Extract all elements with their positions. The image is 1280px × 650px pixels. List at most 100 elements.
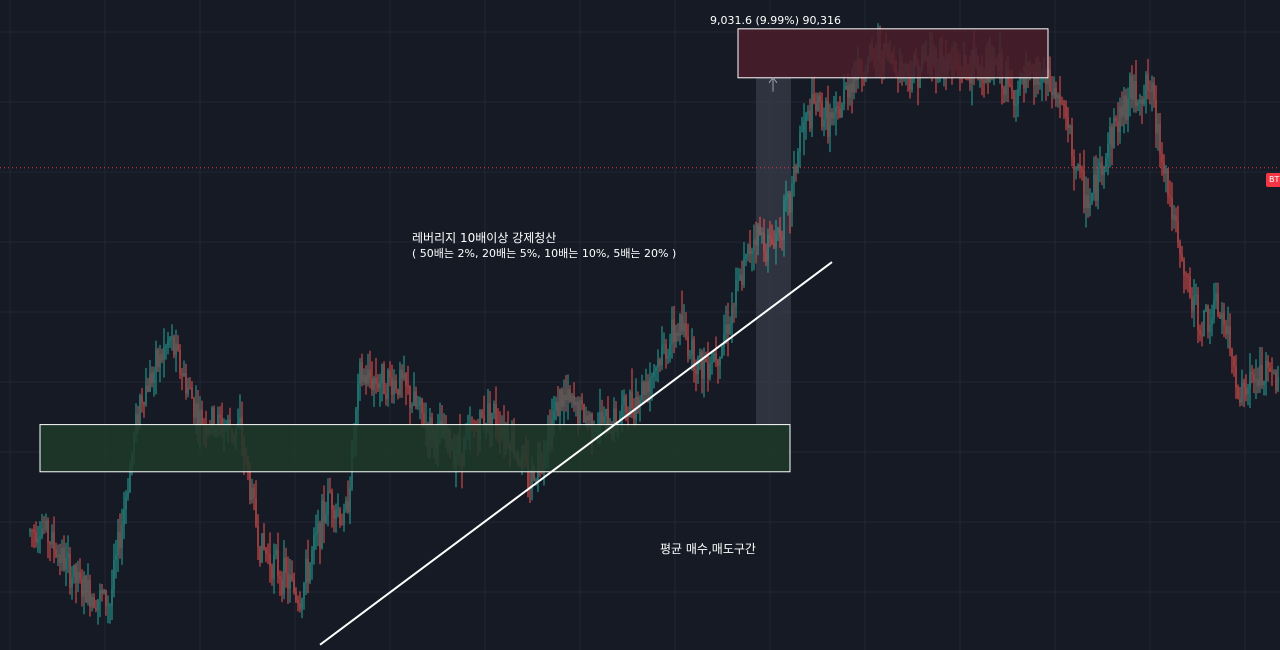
candle-body <box>321 500 323 549</box>
candle-body <box>343 509 345 525</box>
candle-body <box>815 102 817 111</box>
candle-body <box>737 280 739 282</box>
candle-body <box>267 553 269 555</box>
candle-body <box>1003 88 1005 95</box>
candle-body <box>75 564 77 583</box>
candle-body <box>77 572 79 583</box>
candle-body <box>811 93 813 129</box>
candle-body <box>107 605 109 607</box>
candle-body <box>307 558 309 583</box>
candle-body <box>787 193 789 198</box>
candle-body <box>1015 103 1017 106</box>
candle-body <box>863 78 865 80</box>
candle-body <box>809 110 811 129</box>
support-trendline[interactable] <box>319 261 833 646</box>
candle-body <box>295 591 297 600</box>
candle-body <box>1211 319 1213 325</box>
candle-body <box>1061 103 1063 105</box>
candle-body <box>297 599 299 604</box>
candle-body <box>147 385 149 392</box>
candle-body <box>1215 293 1217 301</box>
candle-body <box>1175 215 1177 222</box>
candle-body <box>69 553 71 588</box>
candle-body <box>1217 293 1219 315</box>
candle-body <box>631 391 633 409</box>
candle-body <box>379 382 381 389</box>
candle-body <box>835 106 837 113</box>
candle-body <box>743 258 745 285</box>
candle-body <box>229 419 231 429</box>
candle-body <box>603 416 605 423</box>
candle-body <box>1131 75 1133 100</box>
candle-body <box>687 336 689 356</box>
candle-body <box>381 364 383 383</box>
candle-body <box>213 407 215 432</box>
average-buy-sell-zone[interactable] <box>39 424 791 473</box>
candle-body <box>121 524 123 549</box>
candle-body <box>1181 254 1183 261</box>
candle-body <box>1229 326 1231 350</box>
candle-body <box>847 85 849 98</box>
candle-body <box>183 373 185 376</box>
candle-body <box>365 375 367 384</box>
candle-body <box>349 487 351 513</box>
candle-body <box>73 564 75 578</box>
candle-body <box>1049 69 1051 92</box>
candle-body <box>615 408 617 426</box>
candle-body <box>389 370 391 378</box>
candle-body <box>1231 349 1233 358</box>
candle-body <box>71 577 73 588</box>
candle-body <box>249 472 251 501</box>
candle-body <box>659 359 661 366</box>
candle-body <box>581 400 583 405</box>
candle-body <box>803 121 805 132</box>
candle-body <box>1065 105 1067 118</box>
candle-body <box>31 530 33 532</box>
candle-body <box>655 367 657 372</box>
candle-body <box>291 574 293 581</box>
candle-body <box>43 528 45 530</box>
candle-body <box>187 387 189 394</box>
candle-body <box>1237 387 1239 399</box>
candle-body <box>315 533 317 536</box>
candle-body <box>35 531 37 543</box>
candle-body <box>1273 371 1275 373</box>
candle-body <box>311 550 313 564</box>
candle-body <box>1221 312 1223 319</box>
candle-body <box>695 370 697 375</box>
candle-body <box>661 345 663 366</box>
candle-body <box>719 357 721 366</box>
candle-body <box>1271 371 1273 373</box>
candle-body <box>1153 83 1155 100</box>
candle-body <box>201 409 203 425</box>
candle-body <box>715 353 717 360</box>
candle-body <box>721 346 723 358</box>
liquidation-target-zone[interactable] <box>737 28 1049 79</box>
liquidation-note-detail: ( 50배는 2%, 20배는 5%, 10배는 10%, 5배는 20% ) <box>412 247 677 260</box>
candle-body <box>1201 334 1203 337</box>
candle-body <box>1077 164 1079 169</box>
measure-arrow-head <box>768 76 778 84</box>
candle-body <box>49 542 51 545</box>
candle-body <box>1155 99 1157 134</box>
candle-body <box>495 403 497 425</box>
candle-body <box>705 358 707 363</box>
candle-body <box>555 401 557 411</box>
candle-body <box>269 554 271 567</box>
candle-body <box>1269 367 1271 372</box>
candle-body <box>383 364 385 394</box>
candle-body <box>641 382 643 400</box>
candle-body <box>607 408 609 433</box>
candle-body <box>749 244 751 254</box>
candle-body <box>1173 215 1175 220</box>
candle-body <box>777 227 779 233</box>
candle-body <box>173 336 175 356</box>
candle-body <box>1083 171 1085 209</box>
candle-body <box>605 408 607 417</box>
candle-body <box>255 498 257 526</box>
candle-body <box>29 530 31 533</box>
candle-body <box>561 389 563 407</box>
candle-body <box>399 369 401 395</box>
candle-body <box>155 349 157 372</box>
